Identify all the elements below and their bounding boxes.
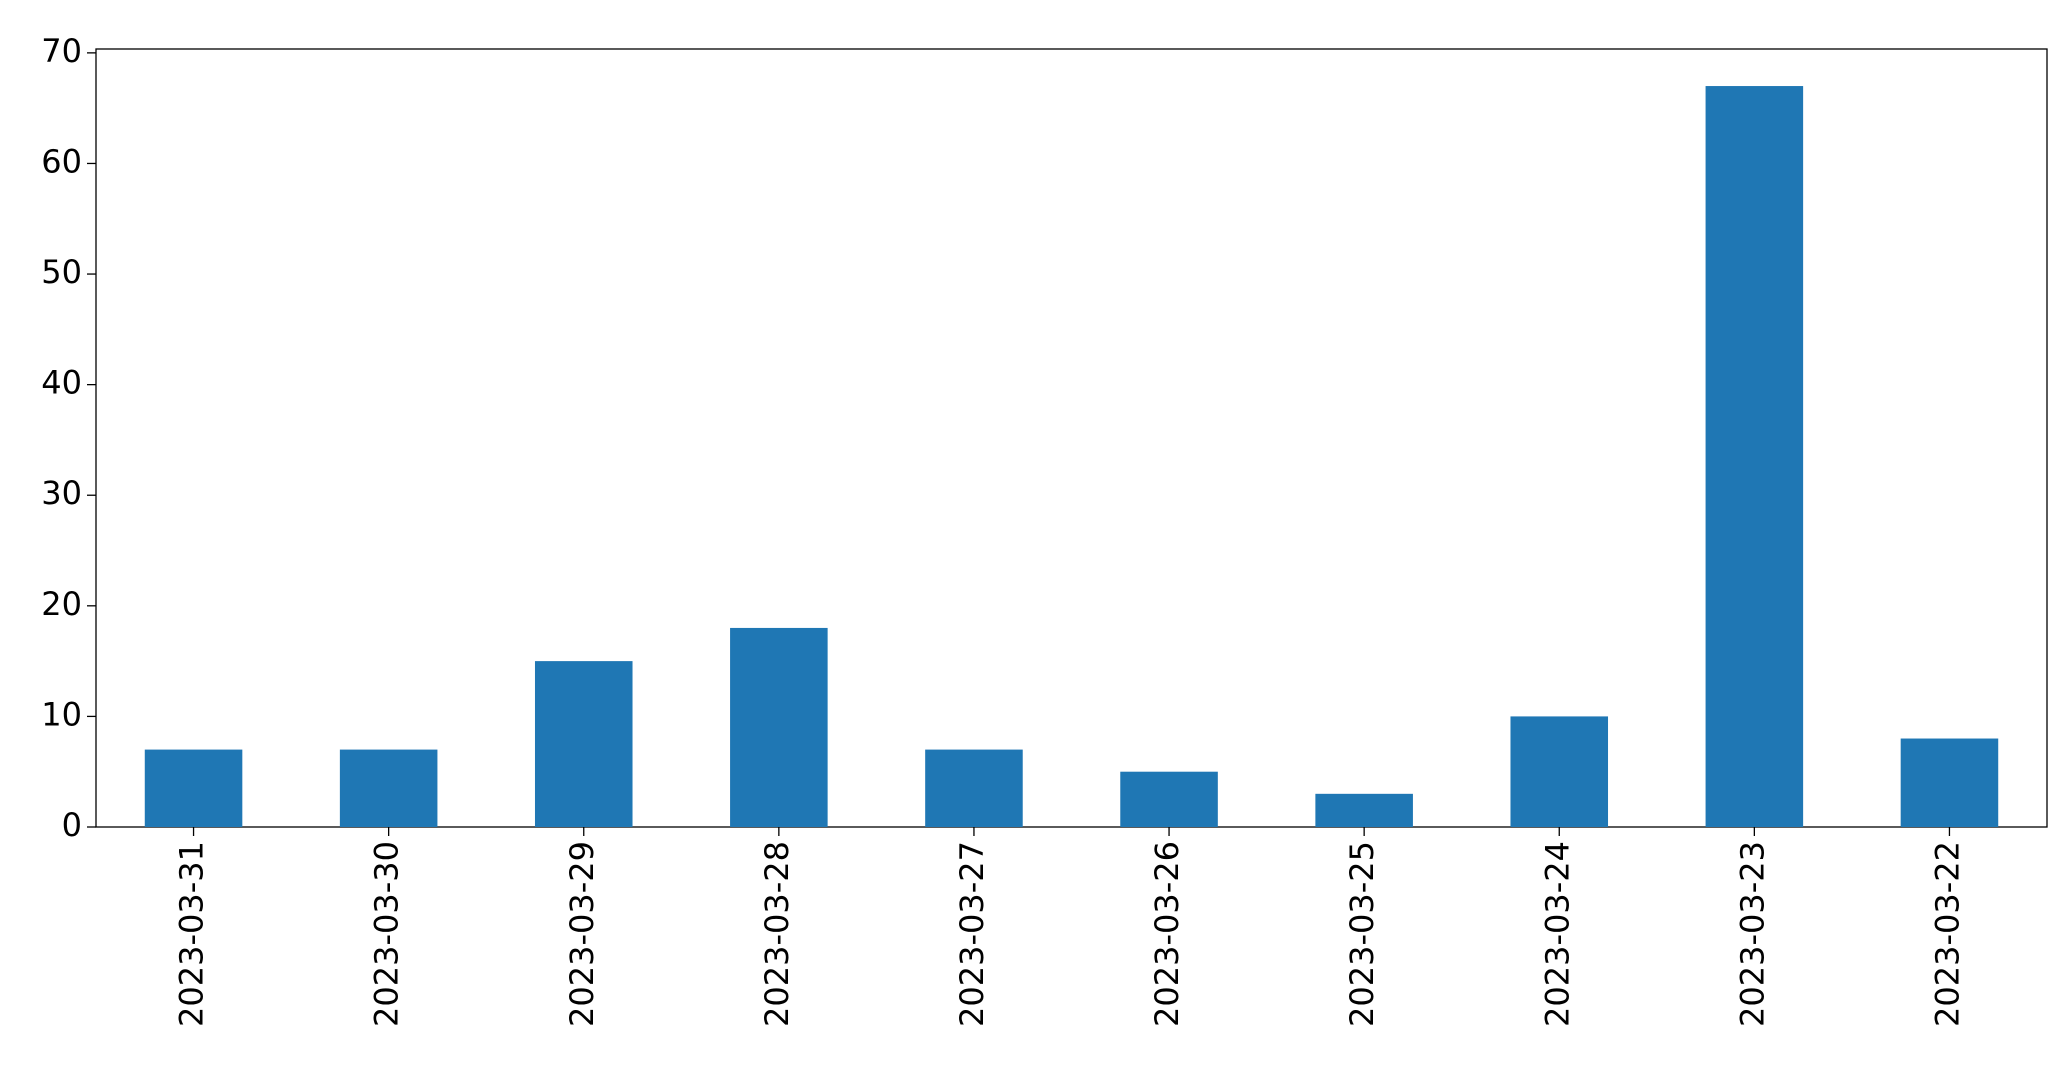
y-tick-label: 40 xyxy=(41,364,82,402)
axes-frame xyxy=(95,48,2048,828)
bar xyxy=(1315,793,1413,827)
x-tick-label: 2023-03-31 xyxy=(173,841,211,1027)
bar xyxy=(1510,716,1609,827)
bar xyxy=(1900,738,1999,827)
bar xyxy=(144,749,243,827)
bar xyxy=(925,749,1023,827)
bar xyxy=(1705,86,1804,828)
y-tick-label: 60 xyxy=(41,142,82,180)
bar xyxy=(1120,771,1218,827)
bar xyxy=(730,627,828,827)
x-tick-label: 2023-03-25 xyxy=(1343,841,1381,1027)
y-tick-label: 30 xyxy=(41,474,82,512)
y-tick-label: 70 xyxy=(41,32,82,70)
x-tick-label: 2023-03-23 xyxy=(1733,841,1771,1027)
x-tick-label: 2023-03-26 xyxy=(1148,841,1186,1027)
y-tick-label: 10 xyxy=(41,695,82,733)
bar xyxy=(339,749,438,827)
x-tick-label: 2023-03-24 xyxy=(1538,841,1576,1027)
x-tick-label: 2023-03-27 xyxy=(953,841,991,1027)
x-tick-label: 2023-03-28 xyxy=(758,841,796,1027)
y-tick-label: 20 xyxy=(41,585,82,623)
y-tick-label: 50 xyxy=(41,253,82,291)
y-tick-label: 0 xyxy=(62,806,82,844)
x-tick-label: 2023-03-29 xyxy=(563,841,601,1027)
x-tick-label: 2023-03-30 xyxy=(368,841,406,1027)
x-tick-label: 2023-03-22 xyxy=(1928,841,1966,1027)
bar xyxy=(534,661,633,827)
